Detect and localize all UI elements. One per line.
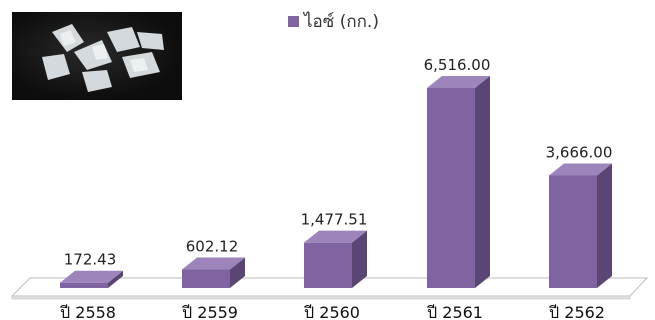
bar-front (60, 282, 108, 288)
bar-side (597, 163, 612, 288)
bar-side (230, 257, 245, 288)
data-label: 602.12 (186, 238, 239, 256)
category-label: ปี 2561 (427, 303, 483, 320)
bar-4 (549, 163, 612, 288)
bar-front (427, 88, 475, 288)
data-label: 6,516.00 (424, 56, 491, 74)
bar-side (108, 270, 123, 288)
bar-top (304, 230, 367, 243)
bar-top (182, 257, 245, 270)
bar-top (549, 163, 612, 176)
bar-1 (182, 257, 245, 288)
legend: ไอซ์ (กก.) (288, 8, 379, 35)
bar-0 (60, 270, 123, 288)
bar-3 (427, 76, 490, 288)
data-label: 172.43 (64, 251, 117, 269)
bar-front (549, 175, 597, 288)
category-label: ปี 2558 (60, 303, 116, 320)
bar-2 (304, 230, 367, 288)
legend-label: ไอซ์ (กก.) (304, 12, 379, 32)
category-label: ปี 2562 (549, 303, 605, 320)
chart-floor-edge (11, 295, 631, 300)
legend-swatch (288, 16, 299, 27)
bar-side (352, 230, 367, 288)
category-label: ปี 2559 (182, 303, 238, 320)
category-label: ปี 2560 (304, 303, 360, 320)
bar-top (60, 270, 123, 283)
data-label: 3,666.00 (546, 143, 613, 161)
bar-front (304, 242, 352, 288)
crystal-photo (12, 12, 182, 100)
crystal-illustration (42, 24, 164, 92)
bar-side (475, 76, 490, 288)
bar-front (182, 269, 230, 288)
bar-top (427, 76, 490, 88)
data-label: 1,477.51 (301, 211, 368, 229)
